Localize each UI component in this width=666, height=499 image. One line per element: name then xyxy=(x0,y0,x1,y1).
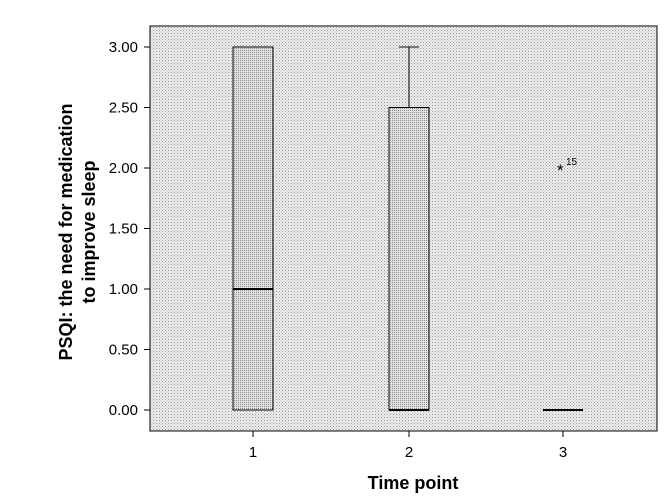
y-axis-title-line-1: PSQI: the need for medication xyxy=(56,103,76,360)
y-axis-title-line-2: to improve sleep xyxy=(79,160,99,303)
y-axis: 0.00 0.50 1.00 1.50 2.00 2.50 3.00 xyxy=(109,39,150,419)
y-tick-label-6: 3.00 xyxy=(109,39,138,56)
y-tick-label-3: 1.50 xyxy=(109,221,138,238)
x-tick-label-0: 1 xyxy=(249,444,257,461)
y-tick-label-2: 1.00 xyxy=(109,281,138,298)
x-axis: 1 2 3 xyxy=(249,431,567,461)
x-tick-label-2: 3 xyxy=(559,444,567,461)
outliers: * 15 xyxy=(557,157,578,180)
y-tick-label-5: 2.50 xyxy=(109,100,138,117)
box-2 xyxy=(388,46,430,411)
box-body-1 xyxy=(232,46,274,411)
outlier-marker-0: * xyxy=(557,161,564,180)
y-tick-label-4: 2.00 xyxy=(109,160,138,177)
box-series xyxy=(232,46,583,411)
x-axis-title: Time point xyxy=(368,473,459,493)
box-body-2 xyxy=(388,107,430,411)
x-tick-label-1: 2 xyxy=(405,444,413,461)
y-tick-label-1: 0.50 xyxy=(109,342,138,359)
box-1 xyxy=(232,46,274,411)
y-axis-title: PSQI: the need for medication to improve… xyxy=(56,103,99,360)
y-tick-label-0: 0.00 xyxy=(109,402,138,419)
outlier-label-0: 15 xyxy=(566,157,578,168)
